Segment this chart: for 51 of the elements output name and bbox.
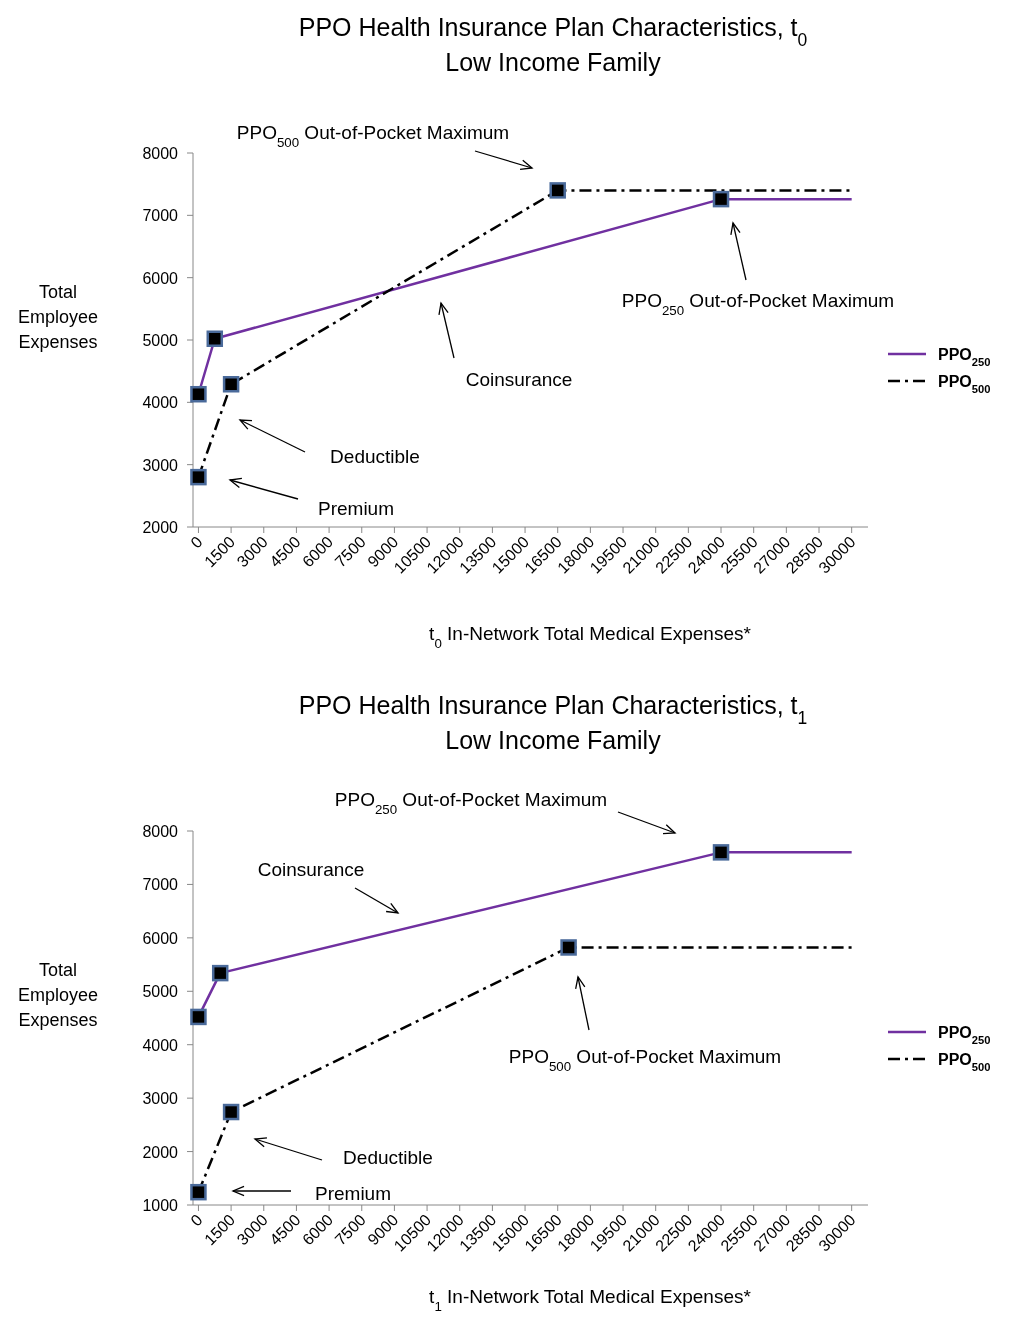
annotation: Premium xyxy=(314,1183,392,1204)
x-tick-label: 0 xyxy=(187,533,206,552)
y-tick-label: 8000 xyxy=(142,823,179,840)
annotation: Coinsurance xyxy=(465,369,573,390)
text: PPO$_{250}$ Out-of-Pocket Maximum xyxy=(334,789,608,817)
point xyxy=(712,844,730,861)
x-axis-title: t$_{0}$ In-Network Total Medical Expenses* xyxy=(429,623,752,651)
point xyxy=(549,182,566,199)
y-tick-label: 1000 xyxy=(142,1197,179,1214)
point xyxy=(190,385,207,403)
annotation: PPO$_{250}$ Out-of-Pocket Maximum xyxy=(621,290,895,318)
y-axis-title: Total Employee Expenses xyxy=(17,282,99,352)
chart-subtitle: Low Income Family xyxy=(445,726,662,754)
y-tick-label: 5000 xyxy=(142,983,179,1001)
legend-label: PPO$_{500}$ xyxy=(938,373,991,395)
point xyxy=(190,1008,207,1026)
y-tick-label: 4000 xyxy=(142,394,179,412)
y-tick-label: 7000 xyxy=(142,207,179,225)
x-axis-title: t$_{1}$ In-Network Total Medical Expenses* xyxy=(429,1286,752,1314)
y-tick-label: 3000 xyxy=(142,1090,179,1108)
point xyxy=(190,1183,207,1201)
y-axis-title: Total Employee Expenses xyxy=(17,960,99,1030)
legend-label: PPO$_{250}$ xyxy=(938,1024,991,1046)
point xyxy=(222,376,240,393)
point xyxy=(712,190,730,208)
y-tick-label: 8000 xyxy=(142,145,179,162)
annotation: Deductible xyxy=(330,446,420,467)
y-tick-label: 2000 xyxy=(142,1143,179,1161)
chart-title: PPO Health Insurance Plan Characteristics, t$_{1}$ xyxy=(298,691,808,728)
point xyxy=(190,468,207,486)
point xyxy=(206,330,224,347)
chart-title: PPO Health Insurance Plan Characteristics, t$_{0}$ xyxy=(298,13,808,50)
y-tick-label: 7000 xyxy=(142,876,179,894)
chart-subtitle: Low Income Family xyxy=(445,48,662,76)
x-tick-label: 0 xyxy=(187,1211,206,1230)
y-tick-label: 5000 xyxy=(142,332,179,349)
point xyxy=(211,964,229,982)
legend-label: PPO$_{500}$ xyxy=(938,1051,991,1073)
y-tick-label: 6000 xyxy=(142,269,179,287)
y-tick-label: 4000 xyxy=(142,1036,179,1054)
legend-label: PPO$_{250}$ xyxy=(938,346,991,368)
y-tick-label: 6000 xyxy=(142,929,179,947)
annotation: Coinsurance xyxy=(257,859,365,880)
point xyxy=(222,1103,240,1121)
annotation: Deductible xyxy=(343,1147,433,1168)
point xyxy=(560,939,577,956)
annotation: PPO$_{500}$ Out-of-Pocket Maximum xyxy=(508,1046,782,1074)
y-tick-label: 2000 xyxy=(142,519,179,536)
text: PPO$_{500}$ Out-of-Pocket Maximum xyxy=(236,122,510,150)
y-tick-label: 3000 xyxy=(142,456,179,474)
annotation: Premium xyxy=(317,498,395,519)
